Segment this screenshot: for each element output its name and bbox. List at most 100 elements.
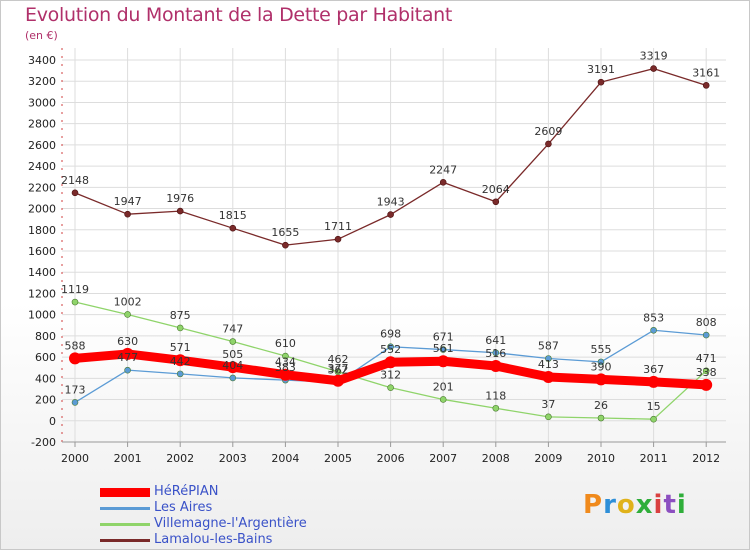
- data-point: [387, 211, 394, 218]
- x-tick-label: 2012: [692, 452, 720, 465]
- proxiti-logo: Proxiti: [583, 490, 687, 520]
- x-tick-label: 2001: [114, 452, 142, 465]
- data-label: 1655: [271, 226, 299, 239]
- data-label: 312: [380, 369, 401, 382]
- x-tick-label: 2005: [324, 452, 352, 465]
- data-label: 516: [485, 347, 506, 360]
- data-point: [229, 338, 237, 345]
- data-point: [226, 361, 239, 374]
- y-tick-label: -200: [31, 436, 56, 449]
- data-point: [650, 65, 657, 72]
- data-point: [700, 378, 713, 391]
- data-label: 698: [380, 328, 401, 341]
- legend-item: Les Aires: [100, 500, 360, 516]
- data-label: 383: [275, 361, 296, 374]
- data-point: [121, 347, 134, 360]
- y-tick-label: 1800: [28, 224, 56, 237]
- data-point: [124, 210, 131, 218]
- y-tick-label: 400: [35, 372, 56, 385]
- data-label: 1947: [114, 195, 142, 208]
- chart-subtitle: (en €): [25, 29, 58, 42]
- data-point: [124, 366, 131, 374]
- logo-letter: i: [676, 490, 687, 520]
- data-point: [492, 404, 500, 412]
- y-tick-label: 2200: [28, 181, 56, 194]
- x-tick-label: 2004: [271, 452, 299, 465]
- data-point: [542, 370, 555, 383]
- data-point: [647, 375, 660, 388]
- data-label: 173: [65, 383, 86, 396]
- data-point: [595, 373, 607, 386]
- legend-label: HéRéPIAN: [154, 484, 219, 499]
- data-label: 2148: [61, 174, 89, 187]
- data-point: [702, 331, 710, 339]
- data-point: [282, 352, 289, 360]
- data-point: [282, 241, 289, 249]
- data-label: 413: [538, 358, 559, 371]
- legend-label: Lamalou-les-Bains: [154, 532, 273, 547]
- chart-title: Evolution du Montant de la Dette par Hab…: [25, 4, 453, 26]
- data-label: 462: [328, 353, 349, 366]
- chart-legend: HéRéPIAN Les Aires Villemagne-l'Argentière…: [100, 484, 360, 548]
- legend-label: Villemagne-l'Argentière: [154, 516, 307, 531]
- legend-swatch: [100, 523, 150, 526]
- data-label: 561: [433, 342, 454, 355]
- data-label: 367: [643, 363, 664, 376]
- data-label: 3191: [587, 63, 615, 76]
- data-point: [174, 354, 187, 367]
- x-tick-label: 2011: [640, 452, 668, 465]
- y-tick-label: 200: [35, 394, 56, 407]
- data-point: [650, 415, 657, 423]
- data-point: [334, 368, 342, 376]
- legend-swatch: [100, 507, 150, 510]
- data-label: 471: [696, 352, 717, 365]
- data-label: 118: [485, 389, 506, 402]
- data-label: 2247: [429, 163, 457, 176]
- data-point: [229, 224, 237, 232]
- data-point: [387, 343, 394, 351]
- data-point: [384, 356, 397, 369]
- data-point: [439, 346, 447, 353]
- y-tick-label: 2000: [28, 203, 56, 216]
- data-label: 201: [433, 380, 454, 393]
- data-label: 552: [380, 343, 401, 356]
- data-point: [597, 414, 605, 422]
- legend-item: HéRéPIAN: [100, 484, 360, 500]
- data-point: [176, 370, 184, 378]
- data-label: 37: [541, 398, 555, 411]
- legend-swatch: [100, 488, 150, 497]
- data-label: 630: [117, 335, 138, 348]
- logo-letter: P: [583, 490, 604, 520]
- data-label: 587: [538, 339, 559, 352]
- data-point: [650, 326, 657, 334]
- data-label: 555: [591, 343, 612, 356]
- data-point: [597, 358, 605, 366]
- logo-letter: t: [663, 490, 677, 520]
- data-label: 26: [594, 399, 608, 412]
- data-label: 477: [117, 351, 138, 364]
- data-point: [229, 374, 237, 382]
- y-tick-label: 3000: [28, 96, 56, 109]
- data-label: 641: [485, 334, 506, 347]
- x-tick-label: 2002: [166, 452, 194, 465]
- x-tick-label: 2003: [219, 452, 247, 465]
- data-label: 442: [170, 355, 191, 368]
- x-tick-label: 2009: [534, 452, 562, 465]
- x-tick-label: 2000: [61, 452, 89, 465]
- data-label: 1119: [61, 283, 89, 296]
- data-label: 1943: [377, 196, 405, 209]
- data-point: [439, 396, 447, 403]
- data-point: [279, 368, 292, 381]
- x-tick-label: 2007: [429, 452, 457, 465]
- data-label: 1711: [324, 220, 352, 233]
- data-label: 390: [591, 360, 612, 373]
- data-point: [69, 352, 81, 365]
- data-point: [489, 360, 502, 373]
- y-tick-label: 1600: [28, 245, 56, 258]
- data-point: [124, 311, 131, 318]
- y-tick-label: 1400: [28, 266, 56, 279]
- y-tick-label: 2600: [28, 139, 56, 152]
- data-point: [176, 207, 184, 215]
- data-label: 362: [328, 363, 349, 376]
